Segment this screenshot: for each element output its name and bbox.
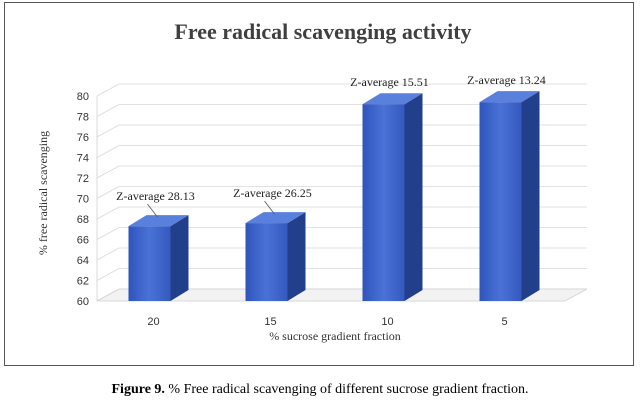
y-tick-labels: 60 62 64 66 68 70 72 74 76 78 80 <box>77 91 89 308</box>
bar-front <box>128 226 171 301</box>
bar-front <box>479 102 522 302</box>
y-tick-label: 68 <box>77 214 89 226</box>
bar-layer <box>128 91 540 302</box>
annotation-leader <box>264 200 275 215</box>
y-tick-label: 62 <box>77 276 89 288</box>
grid-line-side <box>96 104 120 117</box>
grid-line-side <box>96 145 120 158</box>
bar-top <box>479 91 540 103</box>
chart-frame: Free radical scavenging activity 60 62 64 6… <box>4 2 634 366</box>
caption-label: Figure 9. <box>111 382 165 397</box>
x-tick-label: 5 <box>501 316 507 328</box>
x-tick-label: 10 <box>381 316 393 328</box>
y-tick-label: 64 <box>77 255 89 267</box>
y-tick-label: 80 <box>77 91 89 103</box>
x-tick-label: 15 <box>264 316 276 328</box>
y-tick-label: 60 <box>77 296 89 308</box>
bar-top <box>245 212 306 224</box>
chart-floor <box>96 288 588 302</box>
data-annotation: Z-average 28.13 <box>116 189 195 203</box>
grid-line-side <box>96 83 120 97</box>
y-axis-label: % free radical scavenging <box>36 131 50 255</box>
bar-20 <box>128 215 189 301</box>
bar-top <box>128 215 189 227</box>
data-annotation: Z-average 26.25 <box>233 186 312 200</box>
grid-line-side <box>96 206 120 220</box>
annotation-leader <box>147 203 158 218</box>
data-annotation: Z-average 15.51 <box>350 75 429 89</box>
data-annotation: Z-average 13.24 <box>467 73 546 87</box>
grid-line-side <box>96 268 120 281</box>
y-tick-label: 74 <box>77 153 89 165</box>
bar-side <box>404 93 423 301</box>
grid-line-side <box>96 227 120 240</box>
grid-line-side <box>96 247 120 261</box>
annotation-layer: Z-average 28.13 Z-average 26.25 Z-average … <box>116 73 546 218</box>
bar-front <box>362 104 405 301</box>
figure-caption: Figure 9. % Free radical scavenging of d… <box>0 382 640 398</box>
caption-text: % Free radical scavenging of different s… <box>164 382 529 397</box>
bar-15 <box>245 212 306 301</box>
chart-svg: Free radical scavenging activity 6062646… <box>36 19 588 343</box>
x-axis-label: % sucrose gradient fraction <box>269 329 401 343</box>
floor-layer <box>96 288 588 302</box>
grid-line-side <box>96 165 120 179</box>
y-tick-label: 66 <box>77 235 89 247</box>
grid-line-side <box>96 124 120 138</box>
y-tick-label: 70 <box>77 194 89 206</box>
grid-line-side <box>96 186 120 199</box>
y-tick-label: 72 <box>77 173 89 185</box>
y-tick-label: 76 <box>77 132 89 144</box>
x-tick-labels: 20 15 10 5 <box>147 316 507 328</box>
bar-side <box>170 215 189 301</box>
chart-title: Free radical scavenging activity <box>174 19 471 44</box>
bar-side <box>287 212 306 301</box>
x-tick-label: 20 <box>147 316 159 328</box>
y-tick-label: 78 <box>77 112 89 124</box>
bar-front <box>245 223 288 301</box>
bar-side <box>521 91 540 302</box>
bar-top <box>362 93 423 105</box>
bar-5 <box>479 91 540 302</box>
bar-10 <box>362 93 423 301</box>
